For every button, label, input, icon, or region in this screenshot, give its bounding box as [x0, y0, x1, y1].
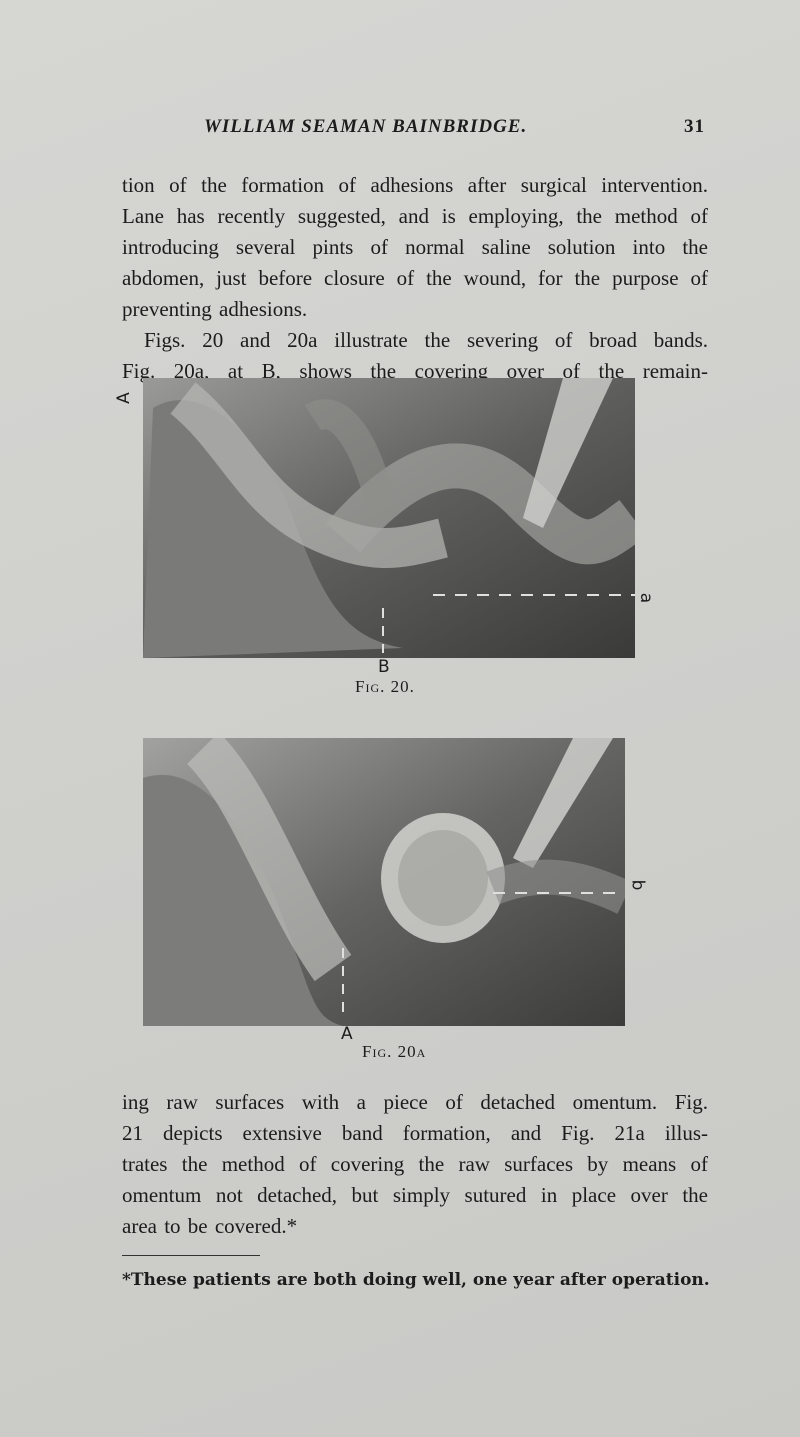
figure-label: b [627, 879, 648, 891]
figure-illustration [143, 738, 625, 1026]
text-line: introducing several pints of normal sali… [122, 235, 708, 259]
footnote: *These patients are both doing well, one… [122, 1270, 710, 1290]
figure-caption: Fig. 20. [355, 677, 415, 696]
figure-caption: Fig. 20a [362, 1042, 427, 1061]
figure-illustration [143, 378, 635, 658]
text-line: abdomen, just before closure of the woun… [122, 266, 708, 290]
text-line: area to be covered.* [122, 1214, 298, 1238]
text-line: preventing adhesions. [122, 297, 308, 321]
page-number: 31 [684, 116, 705, 137]
text-line: trates the method of covering the raw su… [122, 1152, 708, 1176]
running-title: WILLIAM SEAMAN BAINBRIDGE. [204, 116, 528, 137]
figure-label: A [341, 1024, 353, 1044]
figure-label: a [636, 592, 657, 604]
figure-label: B [378, 657, 390, 677]
text-line: 21 depicts extensive band formation, and… [122, 1121, 708, 1145]
text-line: tion of the formation of adhesions after… [122, 173, 708, 197]
figure-label: A [113, 392, 134, 404]
text-line: Lane has recently suggested, and is empl… [122, 204, 708, 228]
footnote-rule [122, 1255, 260, 1256]
text-line: omentum not detached, but simply sutured… [122, 1183, 708, 1207]
text-line: ing raw surfaces with a piece of detache… [122, 1090, 708, 1114]
text-line: Figs. 20 and 20a illustrate the severing… [144, 328, 708, 352]
